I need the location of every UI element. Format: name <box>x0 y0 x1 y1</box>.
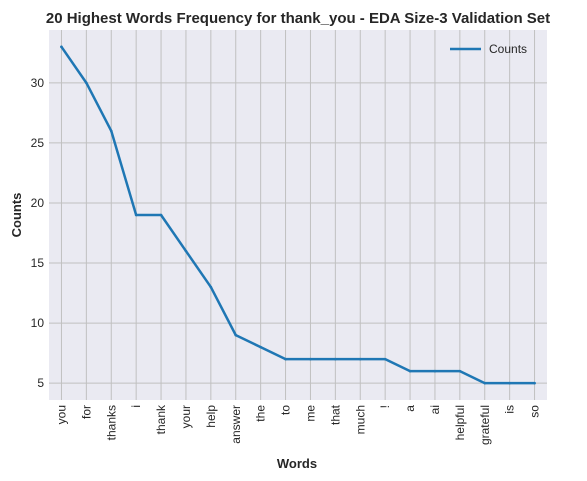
data-point <box>109 129 113 133</box>
y-tick-label: 30 <box>31 76 45 90</box>
grid-lines <box>49 30 547 400</box>
data-point <box>234 333 238 337</box>
data-point <box>408 369 412 373</box>
x-tick-label: so <box>528 405 542 418</box>
x-tick-label: much <box>353 405 367 434</box>
x-tick-label: me <box>303 405 317 422</box>
x-tick-label: help <box>204 405 218 428</box>
x-tick-label: a <box>403 405 417 412</box>
data-point <box>209 285 213 289</box>
y-tick-label: 15 <box>31 256 45 270</box>
data-point <box>433 369 437 373</box>
x-tick-label: helpful <box>453 405 467 440</box>
x-tick-label: is <box>503 405 517 414</box>
series-group <box>60 45 536 385</box>
data-point <box>134 213 138 217</box>
data-point <box>508 381 511 385</box>
x-tick-label: to <box>279 405 293 415</box>
x-tick-label: you <box>54 405 68 424</box>
y-tick-label: 20 <box>31 196 45 210</box>
data-point <box>358 357 362 361</box>
legend-label: Counts <box>489 42 527 56</box>
y-axis-label: Counts <box>9 193 24 238</box>
x-tick-label: ai <box>428 405 442 414</box>
series-line <box>60 45 536 385</box>
x-tick-label: thanks <box>104 405 118 440</box>
data-point <box>458 369 462 373</box>
data-point <box>383 357 387 361</box>
x-tick-labels: you for thanks i thank your help answer the to me t… <box>54 404 541 445</box>
legend: Counts <box>450 42 527 56</box>
x-tick-label: ! <box>378 405 392 408</box>
y-tick-label: 5 <box>37 376 44 390</box>
x-tick-label: i <box>129 405 143 408</box>
x-tick-label: for <box>79 405 93 419</box>
chart-title: 20 Highest Words Frequency for thank_you… <box>46 10 550 27</box>
data-point <box>60 45 63 49</box>
x-tick-label: that <box>328 404 342 425</box>
y-tick-label: 25 <box>31 136 45 150</box>
x-axis-label: Words <box>277 456 317 471</box>
data-point <box>159 213 163 217</box>
data-point <box>184 249 188 253</box>
data-point <box>533 381 536 385</box>
data-point <box>309 357 312 361</box>
y-tick-label: 10 <box>31 316 45 330</box>
data-point <box>334 357 337 361</box>
plot-area <box>49 30 547 400</box>
x-tick-label: the <box>254 405 268 422</box>
x-tick-label: answer <box>229 405 243 444</box>
x-tick-label: your <box>179 405 193 428</box>
x-tick-label: thank <box>154 404 168 434</box>
data-point <box>259 345 262 349</box>
data-point <box>85 81 88 85</box>
data-point <box>483 381 487 385</box>
data-point <box>284 357 287 361</box>
x-tick-label: grateful <box>478 405 492 445</box>
y-tick-labels: 5 10 15 20 25 30 <box>31 76 45 390</box>
